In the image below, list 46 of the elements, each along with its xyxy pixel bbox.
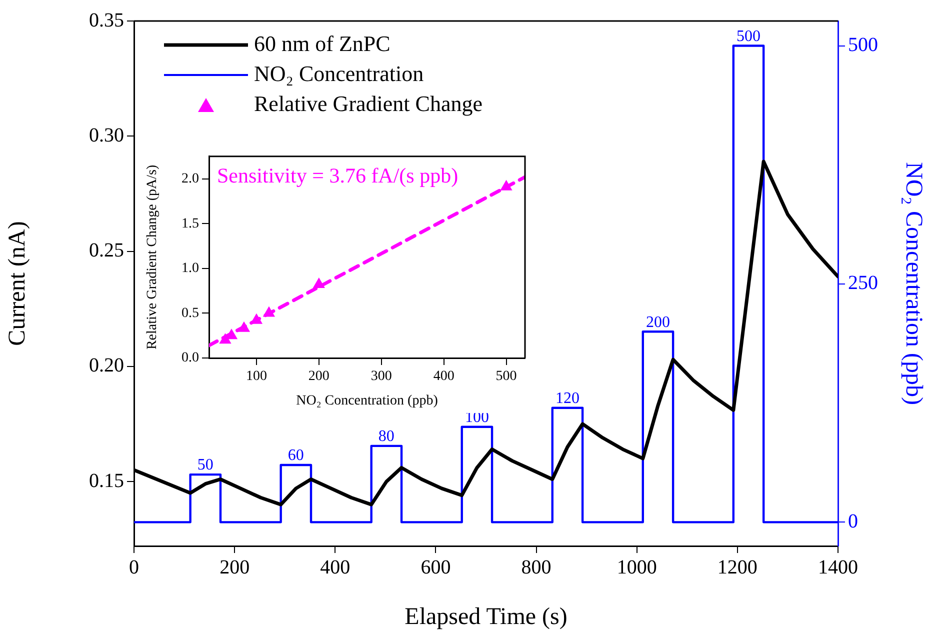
data-label: 60	[288, 447, 304, 464]
y-tick-label: 0.15	[89, 470, 124, 492]
y-tick-label: 0.0	[182, 350, 199, 366]
y-axis-title: Current (nA)	[4, 221, 31, 346]
x-tick-label: 0	[129, 556, 139, 578]
y2-tick-label: 500	[848, 34, 878, 56]
y-tick-label: 1.5	[182, 216, 199, 232]
y-tick-label: 0.25	[89, 240, 124, 262]
x-axis-title: NO₂ Concentration (ppb)	[296, 393, 438, 408]
annotation: Sensitivity = 3.76 fA/(s ppb)	[217, 163, 458, 188]
data-label: 50	[197, 456, 214, 474]
x-tick-label: 800	[521, 556, 552, 578]
y2-tick-label: 0	[848, 510, 858, 532]
y-tick-label: 0.20	[89, 354, 124, 377]
x-tick-label: 400	[320, 556, 350, 578]
y2-tick-label: 250	[848, 272, 878, 294]
point	[312, 278, 325, 288]
x-tick-label: 300	[370, 369, 392, 384]
data-label: 500	[736, 28, 760, 45]
legend-label: NO₂ Concentration	[254, 60, 424, 86]
x-axis-title: Elapsed Time (s)	[404, 604, 568, 630]
y-axis-title: Relative Gradient Change (pA/s)	[145, 164, 160, 350]
x-tick-label: 100	[246, 369, 267, 384]
x-tick-label: 1200	[717, 556, 758, 578]
point	[500, 180, 512, 190]
x-tick-label: 1400	[818, 556, 858, 578]
x-tick-label: 200	[308, 369, 330, 384]
y-tick-label: 0.35	[89, 9, 124, 32]
legend-label: 60 nm of ZnPC	[254, 30, 390, 56]
x-tick-label: 1000	[616, 556, 657, 578]
y-tick-label: 0.5	[182, 306, 199, 321]
y2-axis-title: NO₂ Concentration (ppb)	[900, 162, 926, 405]
y-tick-label: 2.0	[182, 171, 199, 186]
point	[262, 306, 276, 317]
text: Relative Gradient Change	[254, 90, 482, 116]
x-tick-label: 400	[433, 369, 454, 384]
x-tick-label: 200	[220, 556, 250, 578]
y-tick-label: 0.30	[89, 124, 124, 146]
point	[238, 321, 250, 332]
x-tick-label: 500	[496, 369, 517, 384]
point	[219, 333, 232, 344]
data-label: 120	[555, 390, 580, 408]
y-tick-label: 1.0	[182, 261, 199, 276]
data-label: 80	[378, 428, 394, 446]
data-label: 200	[646, 314, 670, 331]
x-tick-label: 600	[420, 556, 451, 578]
